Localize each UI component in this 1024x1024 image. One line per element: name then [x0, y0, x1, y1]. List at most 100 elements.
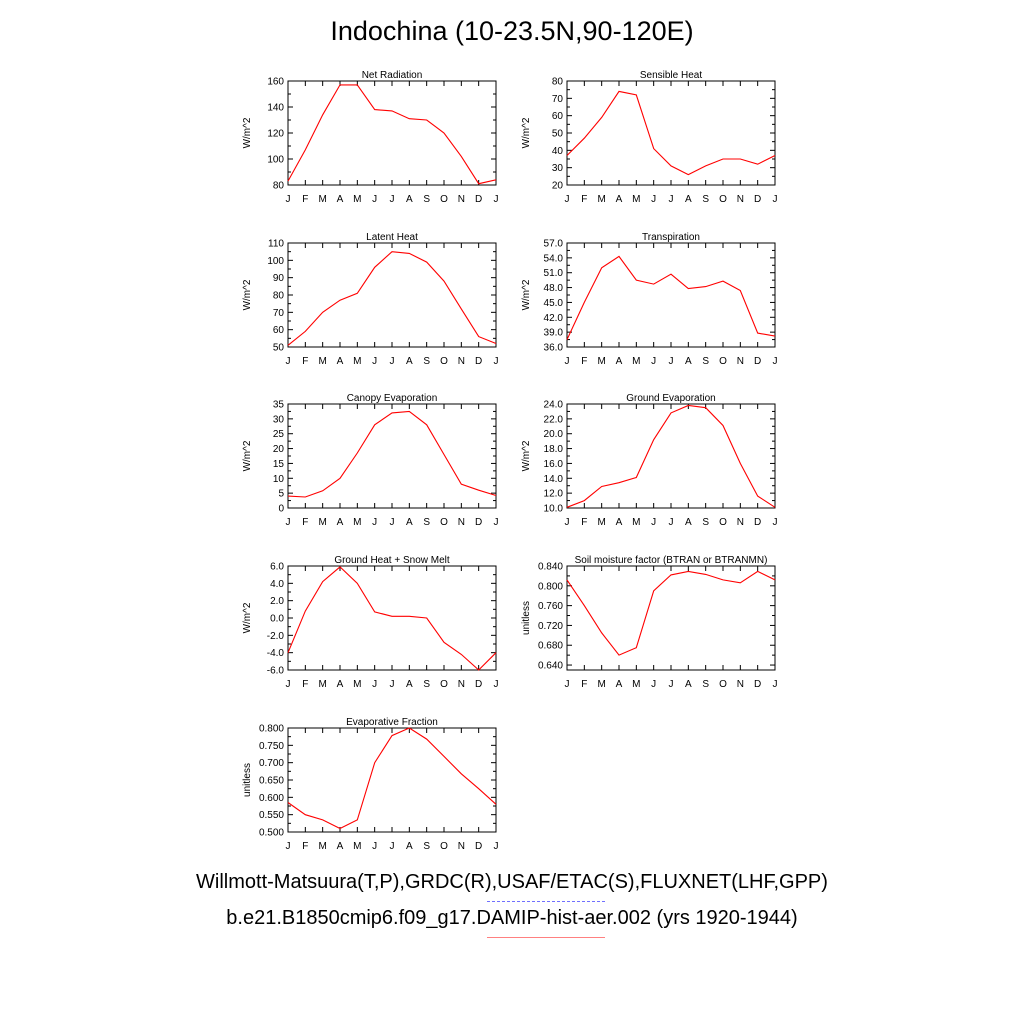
- x-tick-label: J: [669, 356, 674, 367]
- x-tick-label: N: [458, 517, 465, 528]
- y-tick-label: 10: [273, 474, 285, 485]
- x-tick-label: N: [737, 356, 744, 367]
- x-tick-label: F: [581, 194, 587, 205]
- y-axis-label: W/m^2: [521, 279, 532, 310]
- x-tick-label: M: [632, 194, 640, 205]
- x-tick-label: A: [406, 517, 413, 528]
- x-tick-label: J: [372, 356, 377, 367]
- y-tick-label: 20: [552, 181, 564, 192]
- y-tick-label: -4.0: [267, 648, 285, 659]
- x-tick-label: O: [440, 194, 448, 205]
- x-tick-label: S: [423, 517, 430, 528]
- y-axis-label: W/m^2: [242, 117, 253, 148]
- y-tick-label: 0: [278, 504, 284, 515]
- x-tick-label: M: [318, 517, 326, 528]
- x-tick-label: J: [494, 841, 499, 852]
- y-axis-label: W/m^2: [242, 602, 253, 633]
- x-tick-label: S: [423, 841, 430, 852]
- y-tick-label: 57.0: [544, 239, 564, 250]
- x-tick-label: J: [773, 356, 778, 367]
- x-tick-label: M: [353, 679, 361, 690]
- y-tick-label: 100: [267, 256, 284, 267]
- chart-title: Ground Evaporation: [626, 393, 716, 404]
- x-tick-label: M: [597, 679, 605, 690]
- chart-title: Ground Heat + Snow Melt: [334, 555, 450, 566]
- y-tick-label: 160: [267, 77, 284, 88]
- x-tick-label: F: [581, 517, 587, 528]
- y-tick-label: 25: [273, 429, 285, 440]
- chart-title: Evaporative Fraction: [346, 717, 438, 728]
- y-axis-label: W/m^2: [242, 440, 253, 471]
- x-tick-label: O: [440, 517, 448, 528]
- y-tick-label: 22.0: [544, 414, 564, 425]
- y-tick-label: 0.800: [538, 581, 563, 592]
- x-tick-label: S: [423, 679, 430, 690]
- y-tick-label: 4.0: [270, 579, 284, 590]
- x-tick-label: O: [719, 517, 727, 528]
- y-tick-label: 80: [552, 77, 564, 88]
- x-tick-label: M: [597, 356, 605, 367]
- x-tick-label: N: [737, 194, 744, 205]
- chart-title: Latent Heat: [366, 232, 418, 243]
- y-tick-label: 80: [273, 291, 285, 302]
- y-tick-label: 42.0: [544, 313, 564, 324]
- x-tick-label: A: [685, 517, 692, 528]
- y-tick-label: 15: [273, 459, 285, 470]
- y-axis-label: W/m^2: [242, 279, 253, 310]
- y-axis-label: W/m^2: [521, 440, 532, 471]
- x-tick-label: J: [494, 356, 499, 367]
- y-tick-label: 90: [273, 273, 285, 284]
- x-tick-label: A: [337, 194, 344, 205]
- y-tick-label: 16.0: [544, 459, 564, 470]
- x-tick-label: F: [302, 356, 308, 367]
- y-tick-label: 10.0: [544, 504, 564, 515]
- x-tick-label: O: [440, 841, 448, 852]
- y-tick-label: 0.760: [538, 601, 563, 612]
- chart-panel: Evaporative Fraction 0.500 0.550 0.600 0.650…: [242, 717, 499, 852]
- chart-panel: Transpiration 36.0 39.0 42.0 45.0 48.0 51.0 54.…: [521, 232, 778, 367]
- y-tick-label: 14.0: [544, 474, 564, 485]
- x-tick-label: A: [685, 356, 692, 367]
- y-tick-label: 0.720: [538, 621, 563, 632]
- y-tick-label: 0.840: [538, 562, 563, 573]
- x-tick-label: J: [494, 517, 499, 528]
- y-tick-label: 39.0: [544, 328, 564, 339]
- y-tick-label: -2.0: [267, 631, 285, 642]
- x-tick-label: M: [632, 679, 640, 690]
- plot-frame: [287, 80, 497, 186]
- x-tick-label: A: [337, 679, 344, 690]
- x-tick-label: F: [302, 679, 308, 690]
- x-tick-label: A: [616, 194, 623, 205]
- x-tick-label: F: [581, 679, 587, 690]
- x-tick-label: J: [651, 356, 656, 367]
- y-axis-label: unitless: [242, 763, 253, 797]
- x-tick-label: M: [318, 194, 326, 205]
- x-tick-label: N: [458, 841, 465, 852]
- series-line: [287, 84, 497, 185]
- x-tick-label: A: [337, 356, 344, 367]
- y-tick-label: 70: [273, 308, 285, 319]
- y-tick-label: 35: [273, 400, 285, 411]
- y-tick-label: 80: [273, 181, 285, 192]
- x-tick-label: J: [390, 194, 395, 205]
- y-tick-label: 100: [267, 155, 284, 166]
- y-tick-label: 0.750: [259, 741, 284, 752]
- x-tick-label: D: [475, 679, 482, 690]
- y-tick-label: 36.0: [544, 343, 564, 354]
- x-tick-label: M: [632, 517, 640, 528]
- x-tick-label: J: [669, 194, 674, 205]
- x-tick-label: M: [597, 194, 605, 205]
- y-tick-label: 0.0: [270, 614, 284, 625]
- x-tick-label: N: [458, 356, 465, 367]
- x-tick-label: A: [616, 517, 623, 528]
- y-tick-label: 0.600: [259, 793, 284, 804]
- x-tick-label: D: [475, 517, 482, 528]
- y-tick-label: 60: [552, 111, 564, 122]
- y-tick-label: 0.650: [259, 776, 284, 787]
- y-tick-label: 54.0: [544, 253, 564, 264]
- series-line: [287, 727, 497, 830]
- x-tick-label: F: [302, 841, 308, 852]
- x-tick-label: D: [475, 841, 482, 852]
- x-tick-label: J: [372, 841, 377, 852]
